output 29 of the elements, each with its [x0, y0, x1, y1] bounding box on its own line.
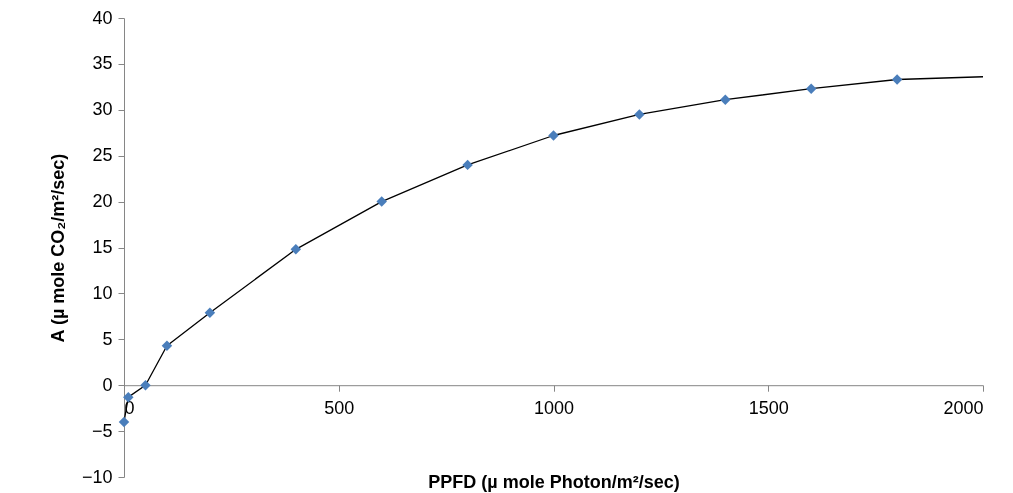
x-tick-label: 2000 [943, 397, 984, 418]
x-tick-label: 500 [324, 397, 355, 418]
point [161, 340, 173, 351]
point [891, 74, 903, 85]
x-tick-label: 1000 [533, 397, 575, 418]
y-tick-label: 15 [92, 237, 113, 257]
y-tick-label: 35 [92, 53, 113, 74]
point [634, 109, 645, 120]
point [140, 379, 151, 391]
point [290, 244, 302, 255]
y-tick-label: −10 [81, 466, 113, 487]
point [548, 130, 559, 141]
point [720, 94, 731, 105]
point [462, 159, 473, 171]
y-tick-label: 20 [92, 191, 113, 212]
y-tick-label: −5 [91, 420, 113, 441]
point [805, 83, 817, 94]
y-tick-label: 0 [102, 374, 113, 395]
y-tick-label: 10 [92, 282, 113, 303]
y-tick-label: 40 [92, 7, 113, 28]
y-tick-label: 30 [92, 99, 113, 120]
x-tick-label: 1500 [748, 397, 789, 418]
y-axis-title: A (µ mole CO₂/m²/sec) [47, 153, 68, 343]
y-tick-label: 25 [92, 145, 113, 166]
y-tick-label: 5 [102, 328, 113, 349]
point [376, 196, 387, 207]
x-axis-title: PPFD (µ mole Photon/m²/sec) [428, 471, 680, 492]
point [118, 416, 130, 428]
point [204, 307, 216, 318]
